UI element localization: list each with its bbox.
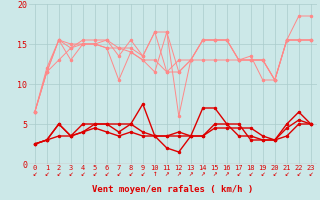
- Text: ↙: ↙: [308, 169, 313, 178]
- Text: ↗: ↗: [225, 169, 229, 178]
- Text: ↑: ↑: [153, 169, 157, 178]
- Text: ↙: ↙: [260, 169, 265, 178]
- Text: ↙: ↙: [116, 169, 121, 178]
- Text: ↗: ↗: [164, 169, 169, 178]
- Text: ↙: ↙: [129, 169, 133, 178]
- Text: ↗: ↗: [212, 169, 217, 178]
- Text: ↙: ↙: [284, 169, 289, 178]
- Text: ↙: ↙: [140, 169, 145, 178]
- Text: ↙: ↙: [249, 169, 253, 178]
- Text: ↙: ↙: [57, 169, 61, 178]
- Text: ↙: ↙: [92, 169, 97, 178]
- Text: ↙: ↙: [105, 169, 109, 178]
- Text: ↙: ↙: [68, 169, 73, 178]
- Text: ↙: ↙: [236, 169, 241, 178]
- Text: ↙: ↙: [273, 169, 277, 178]
- Text: ↙: ↙: [81, 169, 85, 178]
- Text: ↗: ↗: [201, 169, 205, 178]
- Text: ↗: ↗: [177, 169, 181, 178]
- Text: ↙: ↙: [297, 169, 301, 178]
- Text: ↙: ↙: [44, 169, 49, 178]
- Text: ↙: ↙: [33, 169, 37, 178]
- Text: ↗: ↗: [188, 169, 193, 178]
- Text: Vent moyen/en rafales ( km/h ): Vent moyen/en rafales ( km/h ): [92, 185, 253, 194]
